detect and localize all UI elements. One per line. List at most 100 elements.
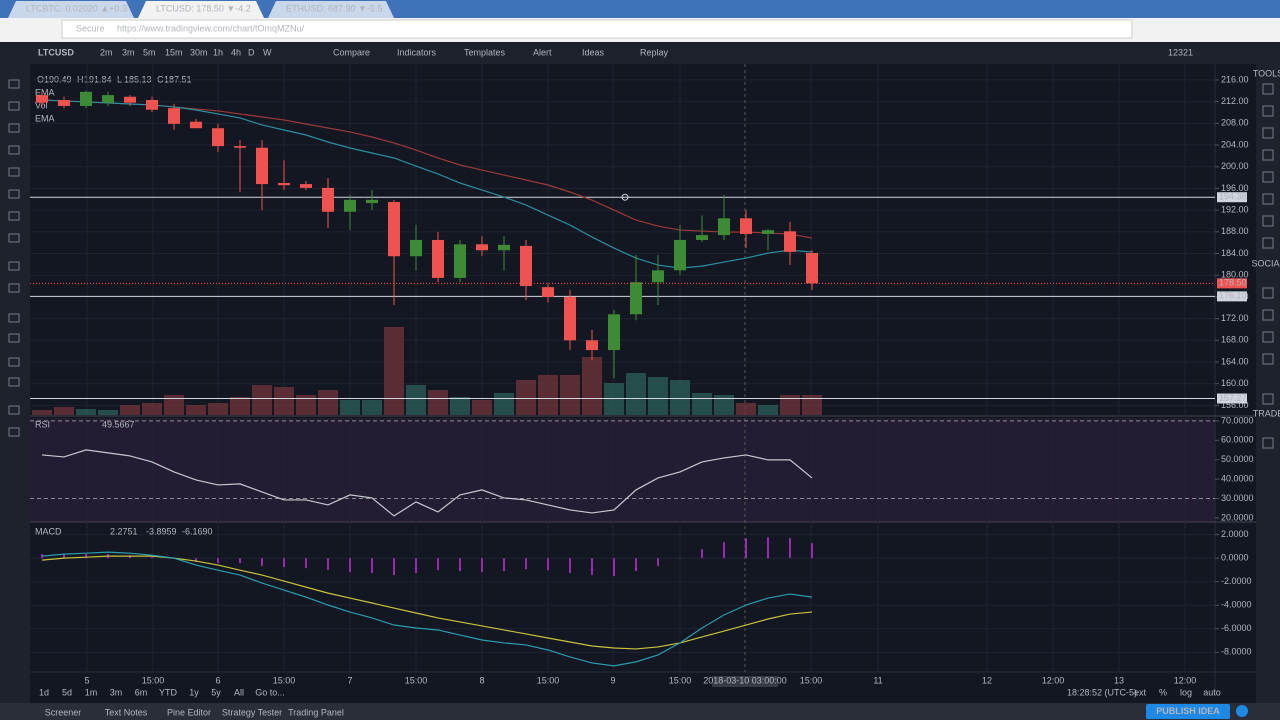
y-tick-label: 172.00 xyxy=(1221,313,1249,323)
candle-body xyxy=(36,95,48,103)
symbol[interactable]: LTCUSD xyxy=(38,47,74,57)
browser-tab[interactable] xyxy=(8,1,134,18)
macd-histogram xyxy=(591,558,593,576)
tool-icon[interactable] xyxy=(8,261,20,271)
toolbar-button[interactable]: Replay xyxy=(640,47,669,57)
interval[interactable]: 5m xyxy=(143,47,156,57)
interval[interactable]: D xyxy=(248,47,255,57)
scale-option[interactable]: auto xyxy=(1203,687,1221,697)
sidebar-icon[interactable] xyxy=(1262,193,1274,205)
sidebar-icon[interactable] xyxy=(1262,215,1274,227)
y-tick-label: 70.0000 xyxy=(1221,415,1254,425)
tool-icon[interactable] xyxy=(8,313,20,323)
browser-tab[interactable] xyxy=(138,1,264,18)
tool-icon[interactable] xyxy=(8,283,20,293)
tab-title[interactable]: LTCBTC: 0.02020 ▲+0.3 xyxy=(26,3,127,13)
indicator-label[interactable]: EMA xyxy=(35,87,55,97)
tool-icon[interactable] xyxy=(8,189,20,199)
price-tag xyxy=(1217,291,1247,302)
indicator-label[interactable]: Vol xyxy=(35,100,48,110)
toolbar-button[interactable]: Alert xyxy=(533,47,552,57)
range-button[interactable]: All xyxy=(234,687,244,697)
interval[interactable]: 1h xyxy=(213,47,223,57)
footer-tab[interactable]: Screener xyxy=(45,707,82,717)
publish-label[interactable]: PUBLISH IDEA xyxy=(1156,706,1220,716)
line-handle[interactable] xyxy=(621,193,629,201)
sidebar-icon[interactable] xyxy=(1262,237,1274,249)
footer-tab[interactable]: Text Notes xyxy=(105,707,148,717)
publish-button[interactable] xyxy=(1146,704,1230,719)
panel-toggle[interactable] xyxy=(1236,705,1248,717)
candle-body xyxy=(498,244,510,251)
tool-icon[interactable] xyxy=(8,167,20,177)
tool-icon[interactable] xyxy=(8,427,20,437)
sidebar-icon[interactable] xyxy=(1262,331,1274,343)
scale-option[interactable]: ext xyxy=(1134,687,1147,697)
macd-histogram xyxy=(63,554,65,559)
range-button[interactable]: 1m xyxy=(85,687,98,697)
candle-body xyxy=(124,96,136,103)
range-button[interactable]: 1y xyxy=(189,687,199,697)
footer-tab[interactable]: Strategy Tester xyxy=(222,707,282,717)
candle-body xyxy=(586,340,598,351)
ohlc-value: 190.49 xyxy=(44,74,72,84)
sidebar-icon[interactable] xyxy=(1262,171,1274,183)
tab-title[interactable]: LTCUSD: 178.50 ▼-4.2 xyxy=(156,3,251,13)
interval[interactable]: W xyxy=(263,47,272,57)
interval[interactable]: 4h xyxy=(231,47,241,57)
volume-bar xyxy=(736,403,756,415)
range-button[interactable]: 1d xyxy=(39,687,49,697)
toolbar-button[interactable]: Compare xyxy=(333,47,370,57)
interval[interactable]: 2m xyxy=(100,47,113,57)
rsi-pane xyxy=(30,418,1215,522)
tool-icon[interactable] xyxy=(8,123,20,133)
volume-bar xyxy=(230,397,250,415)
macd-line xyxy=(41,551,813,667)
macd-label[interactable]: MACD xyxy=(35,526,62,536)
toolbar-button[interactable]: Templates xyxy=(464,47,506,57)
tool-icon[interactable] xyxy=(8,101,20,111)
tool-icon[interactable] xyxy=(8,233,20,243)
sidebar-icon[interactable] xyxy=(1262,83,1274,95)
url-text[interactable]: https://www.tradingview.com/chart/tOmqMZ… xyxy=(117,23,305,33)
sidebar-icon[interactable] xyxy=(1262,309,1274,321)
sidebar-icon[interactable] xyxy=(1262,437,1274,449)
range-button[interactable]: 6m xyxy=(135,687,148,697)
range-button[interactable]: 5d xyxy=(62,687,72,697)
range-button[interactable]: 5y xyxy=(211,687,221,697)
sidebar-icon[interactable] xyxy=(1262,127,1274,139)
tool-icon[interactable] xyxy=(8,405,20,415)
sidebar-icon[interactable] xyxy=(1262,149,1274,161)
tool-icon[interactable] xyxy=(8,377,20,387)
sidebar-label[interactable]: SOCIAL xyxy=(1251,258,1280,268)
toolbar-button[interactable]: Indicators xyxy=(397,47,437,57)
footer-tab[interactable]: Pine Editor xyxy=(167,707,211,717)
range-button[interactable]: Go to... xyxy=(255,687,285,697)
scale-option[interactable]: % xyxy=(1159,687,1167,697)
sidebar-icon[interactable] xyxy=(1262,393,1274,405)
tab-title[interactable]: ETHUSD: 687.90 ▼-5.5 xyxy=(286,3,382,13)
tool-icon[interactable] xyxy=(8,357,20,367)
interval[interactable]: 30m xyxy=(190,47,208,57)
sidebar-icon[interactable] xyxy=(1262,105,1274,117)
rsi-label[interactable]: RSI xyxy=(35,419,50,429)
indicator-label[interactable]: EMA xyxy=(35,113,55,123)
sidebar-icon[interactable] xyxy=(1262,287,1274,299)
interval[interactable]: 3m xyxy=(122,47,135,57)
interval[interactable]: 15m xyxy=(165,47,183,57)
footer-tab[interactable]: Trading Panel xyxy=(288,707,344,717)
tool-icon[interactable] xyxy=(8,79,20,89)
scale-option[interactable]: log xyxy=(1180,687,1192,697)
sidebar-label[interactable]: TRADE xyxy=(1253,408,1280,418)
range-button[interactable]: 3m xyxy=(110,687,123,697)
tool-icon[interactable] xyxy=(8,211,20,221)
toolbar-button[interactable]: Ideas xyxy=(582,47,605,57)
range-button[interactable]: YTD xyxy=(159,687,178,697)
url-field[interactable] xyxy=(61,19,1133,39)
macd-histogram xyxy=(151,557,153,559)
sidebar-icon[interactable] xyxy=(1262,353,1274,365)
tool-icon[interactable] xyxy=(8,333,20,343)
browser-tab[interactable] xyxy=(268,1,394,18)
tool-icon[interactable] xyxy=(8,145,20,155)
